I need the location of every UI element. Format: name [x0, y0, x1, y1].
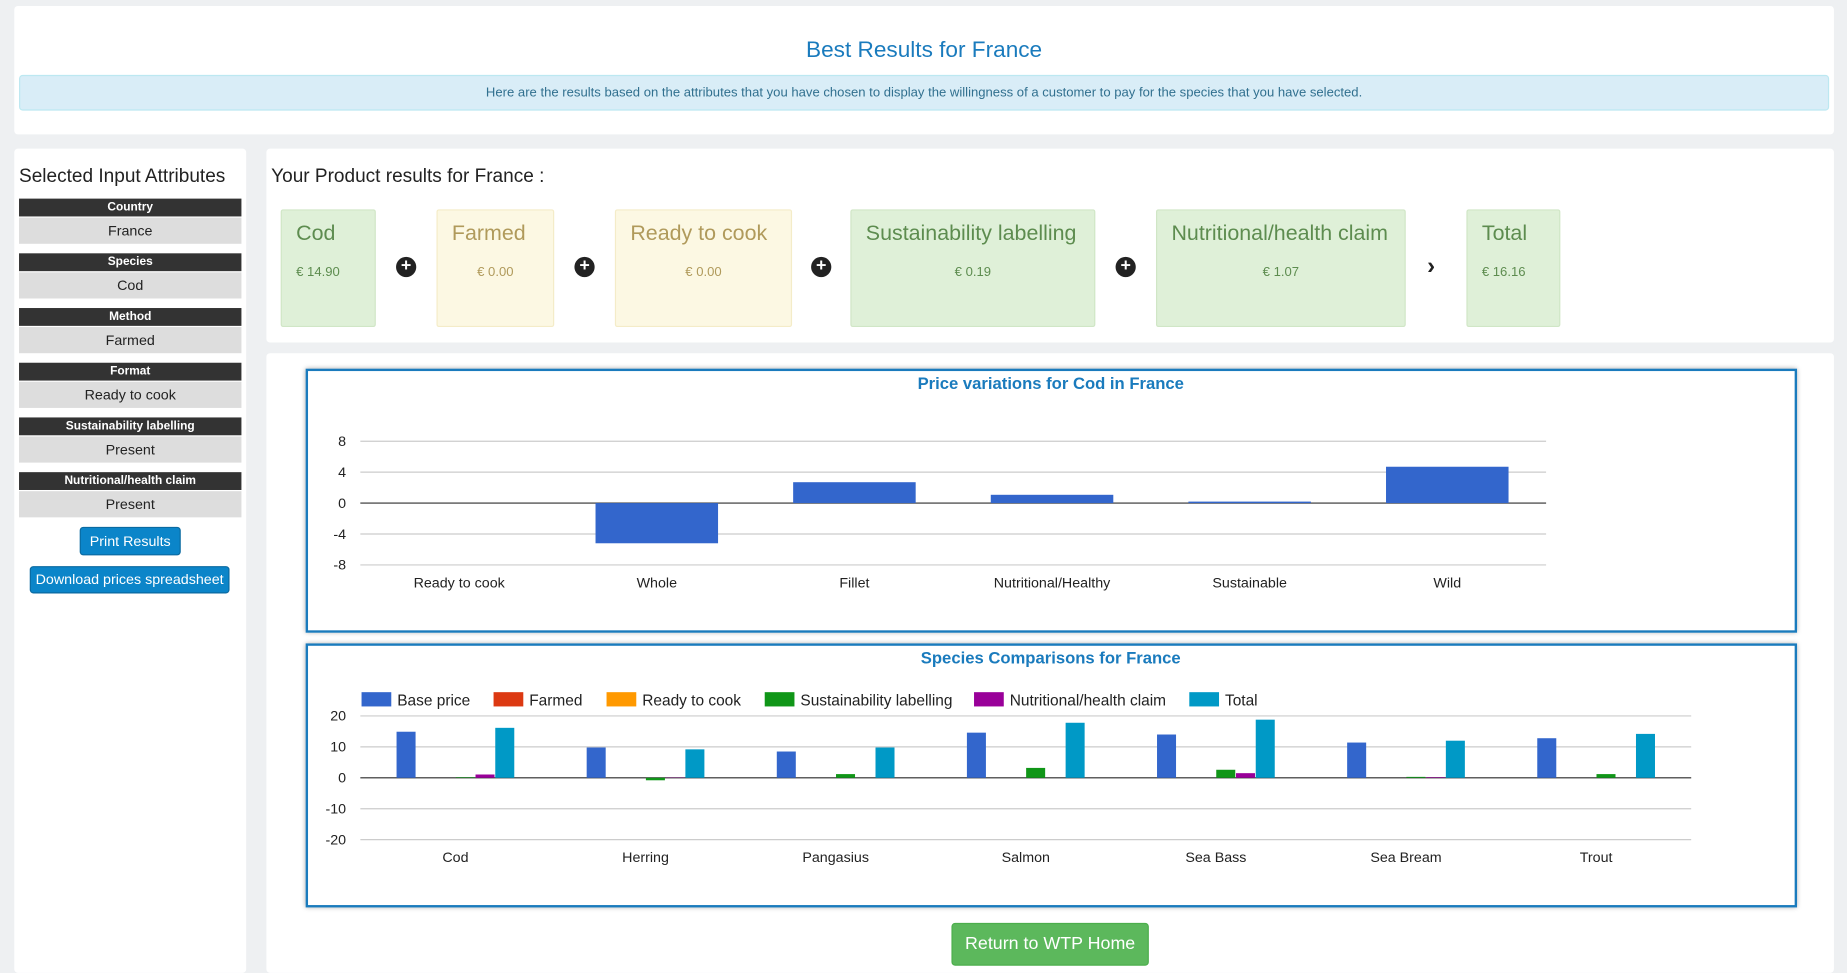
x-tick-label: Sea Bream	[1370, 850, 1441, 866]
x-tick-label: Whole	[637, 576, 678, 592]
y-tick-label: -8	[333, 558, 346, 574]
bar	[1066, 723, 1085, 778]
legend-swatch	[607, 692, 637, 706]
bar	[1188, 502, 1311, 503]
bar	[1216, 770, 1235, 778]
y-tick-label: 20	[330, 709, 346, 725]
y-tick-label: 4	[338, 465, 346, 481]
bar	[1446, 741, 1465, 778]
y-tick-label: 10	[330, 740, 346, 756]
legend-swatch	[494, 692, 524, 706]
bar	[1386, 467, 1509, 503]
y-tick-label: -20	[325, 832, 346, 848]
bar	[1347, 743, 1366, 778]
x-tick-label: Salmon	[1002, 850, 1050, 866]
bar	[876, 747, 895, 777]
bar	[587, 747, 606, 777]
bar	[646, 778, 665, 780]
bar	[967, 733, 986, 778]
x-tick-label: Ready to cook	[414, 576, 506, 592]
y-tick-label: 0	[338, 771, 346, 787]
bar	[495, 728, 514, 778]
x-tick-label: Pangasius	[802, 850, 869, 866]
legend-swatch	[1189, 692, 1219, 706]
bar	[1426, 777, 1445, 778]
chart-title: Price variations for Cod in France	[918, 374, 1184, 393]
legend-label: Nutritional/health claim	[1010, 692, 1166, 709]
bar	[456, 777, 475, 778]
legend-label: Farmed	[529, 692, 582, 709]
legend-label: Total	[1225, 692, 1258, 709]
legend-label: Base price	[397, 692, 470, 709]
legend-swatch	[974, 692, 1004, 706]
x-tick-label: Nutritional/Healthy	[994, 576, 1111, 592]
bar	[777, 752, 796, 778]
bar	[991, 495, 1114, 503]
x-tick-label: Herring	[622, 850, 669, 866]
chart-title: Species Comparisons for France	[921, 649, 1181, 668]
y-tick-label: -4	[333, 527, 346, 543]
bar	[836, 774, 855, 778]
bar	[397, 732, 416, 778]
bar	[1026, 768, 1045, 778]
legend-swatch	[765, 692, 795, 706]
bar	[1157, 735, 1176, 778]
bar	[596, 503, 719, 543]
x-tick-label: Wild	[1433, 576, 1461, 592]
bar	[476, 774, 495, 777]
bar	[1406, 777, 1425, 778]
y-tick-label: 8	[338, 434, 346, 450]
y-tick-label: 0	[338, 496, 346, 512]
legend-label: Sustainability labelling	[800, 692, 952, 709]
x-tick-label: Sustainable	[1212, 576, 1287, 592]
x-tick-label: Fillet	[839, 576, 869, 592]
bar	[1636, 734, 1655, 778]
bar	[1236, 773, 1255, 778]
x-tick-label: Sea Bass	[1185, 850, 1246, 866]
legend-swatch	[362, 692, 392, 706]
bar	[1256, 720, 1275, 778]
x-tick-label: Cod	[442, 850, 468, 866]
y-tick-label: -10	[325, 801, 346, 817]
bar	[1596, 774, 1615, 778]
bar	[793, 482, 916, 503]
bar	[685, 749, 704, 777]
bar	[1537, 738, 1556, 778]
x-tick-label: Trout	[1580, 850, 1613, 866]
legend-label: Ready to cook	[642, 692, 741, 709]
